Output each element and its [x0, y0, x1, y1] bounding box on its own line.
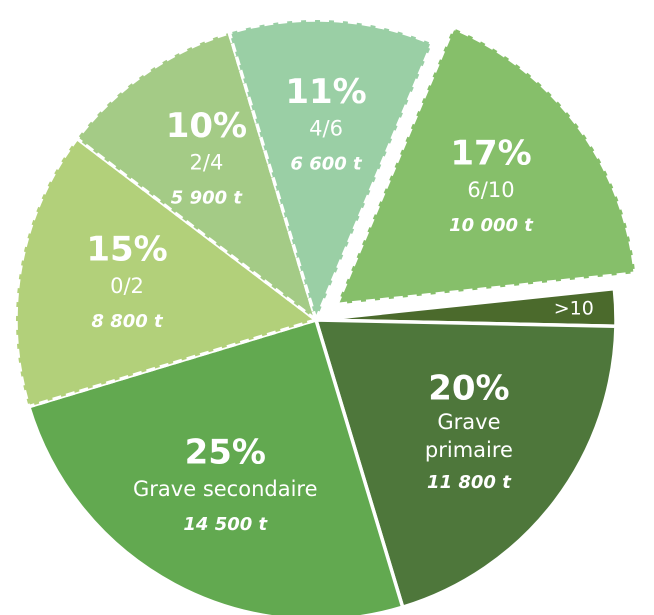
category-label: >10: [554, 298, 594, 320]
tonnage-label: 14 500 t: [183, 514, 268, 535]
pie-slice: [75, 31, 318, 322]
tonnage-label: 5 900 t: [171, 187, 244, 208]
tonnage-label: 6 600 t: [290, 153, 363, 174]
percent-label: 25%: [185, 433, 266, 473]
percent-label: 11%: [285, 72, 366, 112]
category-label: Grave secondaire: [133, 477, 318, 501]
pie-slice: [314, 318, 618, 609]
percent-label: 17%: [450, 134, 531, 174]
category-label: 0/2: [110, 274, 144, 298]
percent-label: 15%: [86, 229, 167, 269]
pie-slice: [227, 18, 435, 322]
tonnage-label: 10 000 t: [449, 215, 534, 236]
pie-slice: [14, 136, 318, 409]
category-label: 4/6: [309, 116, 343, 140]
tonnage-label: 8 800 t: [91, 311, 164, 332]
pie-slice: [27, 318, 405, 615]
percent-label: 10%: [166, 106, 247, 146]
category-label-line: Grave: [437, 410, 500, 434]
category-label-line: primaire: [425, 438, 513, 462]
category-label: 2/4: [190, 150, 224, 174]
pie-slice: [335, 26, 637, 307]
percent-label: 20%: [428, 369, 509, 409]
tonnage-label: 11 800 t: [427, 472, 512, 493]
category-label: Grave primaire: [425, 410, 513, 462]
category-label: 6/10: [467, 178, 514, 202]
